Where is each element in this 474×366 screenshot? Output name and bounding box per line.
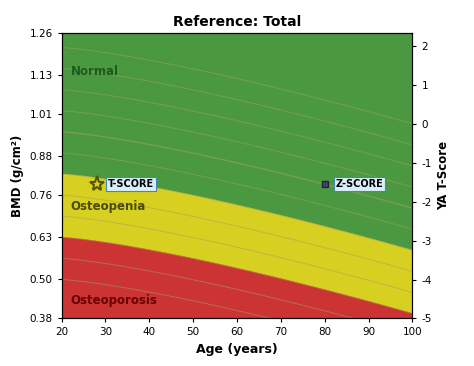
Text: T-SCORE: T-SCORE [108, 179, 154, 189]
Y-axis label: BMD (g/cm²): BMD (g/cm²) [11, 135, 24, 217]
Text: Normal: Normal [71, 66, 118, 78]
Text: Osteoporosis: Osteoporosis [71, 294, 157, 307]
Y-axis label: YA T-Score: YA T-Score [438, 141, 450, 210]
Text: Osteopenia: Osteopenia [71, 200, 146, 213]
Text: Z-SCORE: Z-SCORE [336, 179, 383, 189]
Title: Reference: Total: Reference: Total [173, 15, 301, 29]
X-axis label: Age (years): Age (years) [196, 343, 278, 356]
